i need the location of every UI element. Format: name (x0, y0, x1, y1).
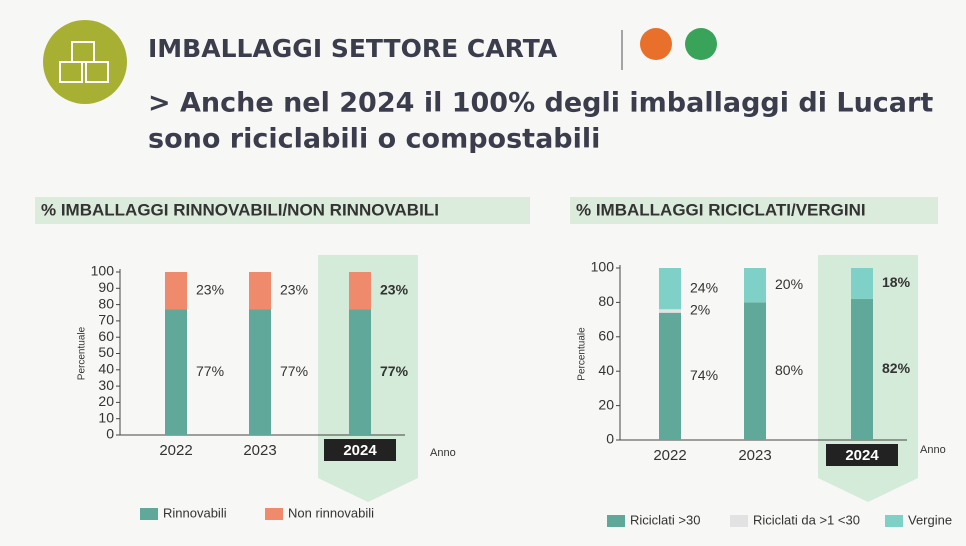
value-label: 24% (690, 279, 718, 295)
chart-title-box (35, 197, 530, 224)
bar-segment (165, 272, 187, 310)
legend-swatch (730, 515, 748, 527)
highlight-label-box (826, 444, 898, 466)
y-tick-label: 100 (91, 263, 115, 279)
x-tick-label: 2023 (243, 442, 276, 459)
y-tick-label: 80 (98, 295, 114, 311)
x-tick-label: 2024 (845, 447, 879, 464)
value-label: 2% (690, 302, 710, 318)
y-tick-label: 20 (598, 396, 614, 412)
value-label: 77% (196, 363, 224, 379)
y-axis-label: Percentuale (577, 327, 588, 381)
y-tick-label: 30 (98, 377, 114, 393)
value-label: 77% (380, 363, 409, 379)
y-tick-label: 20 (98, 393, 114, 409)
legend-swatch (885, 515, 903, 527)
value-label: 23% (196, 281, 224, 297)
value-label: 74% (690, 367, 718, 383)
chart-title: % IMBALLAGGI RINNOVABILI/NON RINNOVABILI (41, 200, 439, 219)
y-tick-label: 80 (598, 293, 614, 309)
bar-segment (851, 298, 873, 440)
bar-segment (659, 309, 681, 313)
bar-segment (851, 268, 873, 299)
boxes-icon (59, 41, 109, 83)
x-axis-label: Anno (430, 447, 456, 459)
y-tick-label: 60 (598, 328, 614, 344)
y-tick-label: 100 (591, 259, 615, 275)
legend-swatch (607, 515, 625, 527)
y-tick-label: 0 (106, 426, 114, 442)
value-label: 82% (882, 360, 911, 376)
y-tick-label: 50 (98, 344, 114, 360)
x-tick-label: 2024 (343, 442, 377, 459)
chart-title: % IMBALLAGGI RICICLATI/VERGINI (576, 200, 866, 219)
y-tick-label: 40 (598, 362, 614, 378)
title: IMBALLAGGI SETTORE CARTA (148, 34, 558, 63)
bar-segment (349, 272, 371, 310)
legend-swatch (140, 508, 158, 520)
x-tick-label: 2022 (159, 442, 192, 459)
bar-segment (744, 302, 766, 440)
y-tick-label: 10 (98, 409, 114, 425)
legend-label: Rinnovabili (163, 505, 227, 520)
bar-segment (659, 268, 681, 310)
value-label: 23% (380, 281, 409, 297)
bar-segment (659, 312, 681, 440)
y-axis-label: Percentuale (77, 326, 88, 380)
legend-swatch (265, 508, 283, 520)
subtitle-line: sono riciclabili o compostabili (148, 124, 600, 155)
value-label: 80% (775, 362, 803, 378)
value-label: 23% (280, 281, 308, 297)
bar-segment (165, 309, 187, 435)
bar-segment (249, 309, 271, 435)
highlight-label-box (324, 439, 396, 461)
legend-label: Vergine (908, 512, 952, 527)
y-tick-label: 60 (98, 328, 114, 344)
y-tick-label: 90 (98, 279, 114, 295)
subtitle-line: > Anche nel 2024 il 100% degli imballagg… (148, 88, 933, 119)
bar-segment (249, 272, 271, 310)
y-tick-label: 40 (98, 361, 114, 377)
value-label: 77% (280, 363, 308, 379)
legend-label: Riciclati da >1 <30 (753, 512, 860, 527)
legend-label: Non rinnovabili (288, 505, 374, 520)
legend-label: Riciclati >30 (630, 512, 700, 527)
chart-title-box (570, 197, 938, 224)
bar-segment (349, 309, 371, 435)
value-label: 20% (775, 276, 803, 292)
value-label: 18% (882, 274, 911, 290)
icon-orange (640, 28, 672, 60)
x-tick-label: 2022 (653, 447, 686, 464)
icon-green (685, 28, 717, 60)
y-tick-label: 70 (98, 312, 114, 328)
bar-segment (744, 268, 766, 303)
x-tick-label: 2023 (738, 447, 771, 464)
y-tick-label: 0 (606, 431, 614, 447)
x-axis-label: Anno (920, 444, 946, 456)
